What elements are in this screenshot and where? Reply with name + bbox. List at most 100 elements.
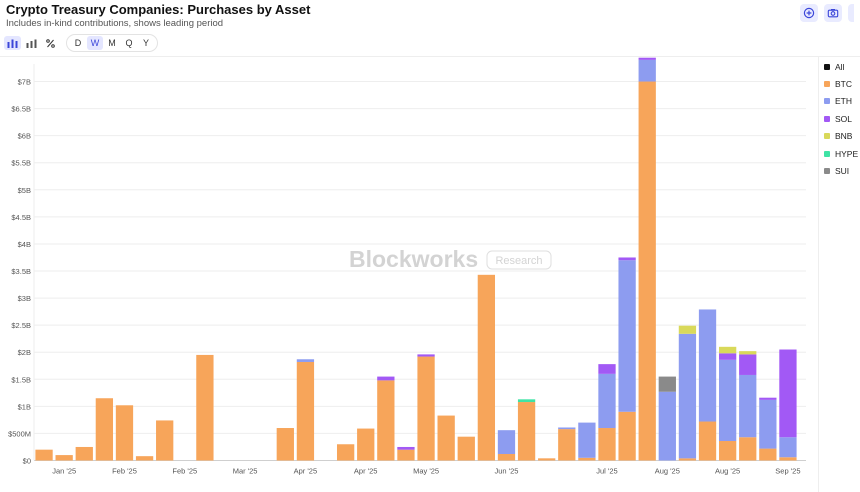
bar-stack[interactable]: [718, 346, 737, 461]
bar-segment-btc[interactable]: [497, 454, 516, 461]
bar-segment-sol[interactable]: [759, 397, 777, 400]
bar-segment-sol[interactable]: [377, 376, 395, 381]
bar-stack[interactable]: [698, 309, 717, 461]
bar-stack[interactable]: [678, 325, 697, 461]
bar-segment-bnb[interactable]: [678, 325, 697, 334]
bar-segment-btc[interactable]: [437, 415, 455, 461]
bar-segment-btc[interactable]: [95, 398, 114, 461]
bar-segment-eth[interactable]: [296, 359, 315, 362]
bar-segment-btc[interactable]: [357, 428, 375, 461]
bar-stack[interactable]: [417, 354, 435, 461]
bar-segment-hype[interactable]: [517, 399, 536, 403]
period-m[interactable]: M: [108, 38, 116, 48]
bar-stack[interactable]: [437, 415, 455, 461]
bar-chart-icon[interactable]: [4, 36, 21, 50]
legend-item-all[interactable]: All: [824, 58, 858, 75]
bar-segment-sol[interactable]: [598, 364, 616, 374]
bar-stack[interactable]: [779, 349, 797, 461]
legend-item-btc[interactable]: BTC: [824, 75, 858, 92]
bar-stack[interactable]: [638, 57, 656, 461]
bar-segment-sol[interactable]: [638, 57, 656, 60]
bar-segment-btc[interactable]: [417, 356, 435, 461]
bar-segment-eth[interactable]: [718, 359, 737, 442]
bar-segment-sui[interactable]: [658, 376, 676, 392]
bar-stack[interactable]: [377, 376, 395, 461]
period-y[interactable]: Y: [142, 38, 149, 48]
bar-stack[interactable]: [75, 446, 93, 461]
bar-stack[interactable]: [538, 458, 556, 461]
bar-segment-btc[interactable]: [779, 457, 797, 461]
bar-segment-btc[interactable]: [638, 81, 656, 461]
bar-segment-btc[interactable]: [538, 458, 556, 461]
bar-segment-btc[interactable]: [55, 455, 73, 461]
period-q[interactable]: Q: [125, 38, 133, 48]
bar-segment-btc[interactable]: [377, 380, 395, 461]
bar-segment-btc[interactable]: [578, 457, 596, 461]
bar-segment-btc[interactable]: [598, 428, 616, 461]
bar-segment-sol[interactable]: [618, 257, 636, 261]
camera-icon[interactable]: [824, 4, 842, 22]
bar-segment-sol[interactable]: [739, 354, 757, 375]
bar-segment-btc[interactable]: [397, 449, 415, 461]
bar-segment-eth[interactable]: [578, 422, 596, 458]
bar-stack[interactable]: [156, 420, 174, 461]
bar-stack[interactable]: [618, 257, 636, 461]
legend-item-sui[interactable]: SUI: [824, 162, 858, 179]
bar-segment-btc[interactable]: [457, 436, 475, 461]
bar-stack[interactable]: [578, 422, 596, 461]
bar-segment-sol[interactable]: [397, 446, 415, 450]
bar-stack[interactable]: [276, 428, 294, 461]
bar-segment-btc[interactable]: [718, 441, 737, 461]
bar-segment-bnb[interactable]: [739, 351, 757, 355]
bar-segment-btc[interactable]: [477, 274, 496, 461]
bar-stack[interactable]: [517, 399, 536, 461]
bar-segment-eth[interactable]: [759, 399, 777, 449]
plus-circle-icon[interactable]: [800, 4, 818, 22]
bar-stack[interactable]: [658, 376, 676, 461]
percent-icon[interactable]: [42, 36, 58, 50]
bar-segment-eth[interactable]: [698, 309, 717, 422]
bar-stack[interactable]: [397, 446, 415, 461]
bar-segment-btc[interactable]: [35, 449, 53, 461]
bar-stack[interactable]: [759, 397, 777, 461]
bar-segment-sol[interactable]: [718, 353, 737, 360]
bar-segment-sol[interactable]: [779, 349, 797, 438]
bar-stack[interactable]: [95, 398, 114, 461]
bar-segment-eth[interactable]: [779, 437, 797, 458]
bar-segment-btc[interactable]: [156, 420, 174, 461]
bar-segment-btc[interactable]: [336, 444, 355, 461]
bar-stack[interactable]: [55, 455, 73, 461]
period-w[interactable]: W: [87, 36, 103, 50]
bar-segment-eth[interactable]: [638, 59, 656, 82]
bar-segment-eth[interactable]: [739, 374, 757, 438]
bar-segment-eth[interactable]: [558, 427, 576, 430]
bar-stack[interactable]: [477, 274, 496, 461]
more-icon[interactable]: [848, 4, 854, 22]
bar-segment-eth[interactable]: [678, 333, 697, 459]
bar-segment-btc[interactable]: [75, 446, 93, 461]
bar-segment-btc[interactable]: [276, 428, 294, 461]
bar-stack[interactable]: [457, 436, 475, 461]
legend-item-hype[interactable]: HYPE: [824, 145, 858, 162]
bar-segment-bnb[interactable]: [718, 346, 737, 354]
bar-segment-btc[interactable]: [196, 354, 214, 461]
bar-stack[interactable]: [35, 449, 53, 461]
bar-stack[interactable]: [336, 444, 355, 461]
bar-segment-btc[interactable]: [739, 437, 757, 461]
bar-segment-eth[interactable]: [598, 373, 616, 429]
bar-stack[interactable]: [296, 359, 315, 461]
bar-stack[interactable]: [497, 430, 516, 461]
stacked-bar-icon[interactable]: [23, 36, 40, 50]
bar-segment-btc[interactable]: [698, 421, 717, 461]
bar-segment-btc[interactable]: [558, 429, 576, 461]
bar-stack[interactable]: [196, 354, 214, 461]
bar-segment-eth[interactable]: [497, 430, 516, 454]
bar-stack[interactable]: [739, 351, 757, 461]
bar-stack[interactable]: [135, 456, 154, 461]
bar-segment-btc[interactable]: [678, 458, 697, 461]
bar-segment-btc[interactable]: [759, 448, 777, 461]
bar-segment-btc[interactable]: [618, 411, 636, 461]
bar-segment-btc[interactable]: [296, 361, 315, 461]
bar-segment-btc[interactable]: [135, 456, 154, 461]
bar-stack[interactable]: [115, 405, 134, 461]
